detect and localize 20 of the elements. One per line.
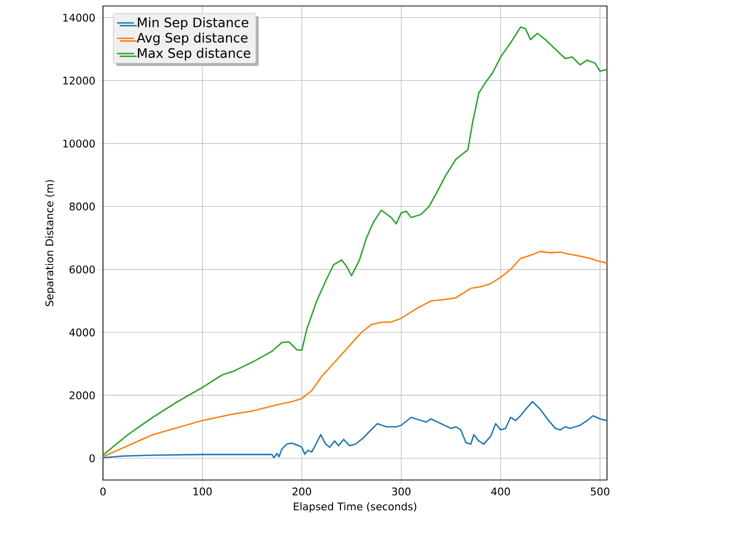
legend-label: Max Sep distance [138, 48, 250, 60]
x-tick-label: 0 [100, 488, 106, 496]
x-tick-label: 200 [292, 488, 312, 496]
y-axis-title: Separation Distance (m) [45, 180, 56, 306]
x-axis-title: Elapsed Time (seconds) [294, 502, 416, 512]
y-tick-label: 2000 [70, 391, 95, 400]
y-tick-label: 0 [90, 454, 95, 462]
x-tick-label: 100 [194, 488, 212, 496]
line-series [103, 250, 608, 458]
x-tick-label: 300 [392, 488, 411, 496]
y-tick-label: 14000 [63, 14, 95, 22]
x-tick-label: 400 [491, 488, 510, 496]
y-tick-label: 8000 [70, 202, 95, 210]
x-tick-label: 500 [590, 488, 610, 496]
y-tick-label: 10000 [63, 140, 95, 148]
y-tick-label: 6000 [70, 265, 95, 274]
y-tick-label: 4000 [69, 328, 95, 336]
legend-label: Avg Sep distance [136, 32, 248, 46]
legend-label: Min Sep Distance [138, 17, 248, 30]
y-tick-label: 12000 [63, 76, 95, 85]
